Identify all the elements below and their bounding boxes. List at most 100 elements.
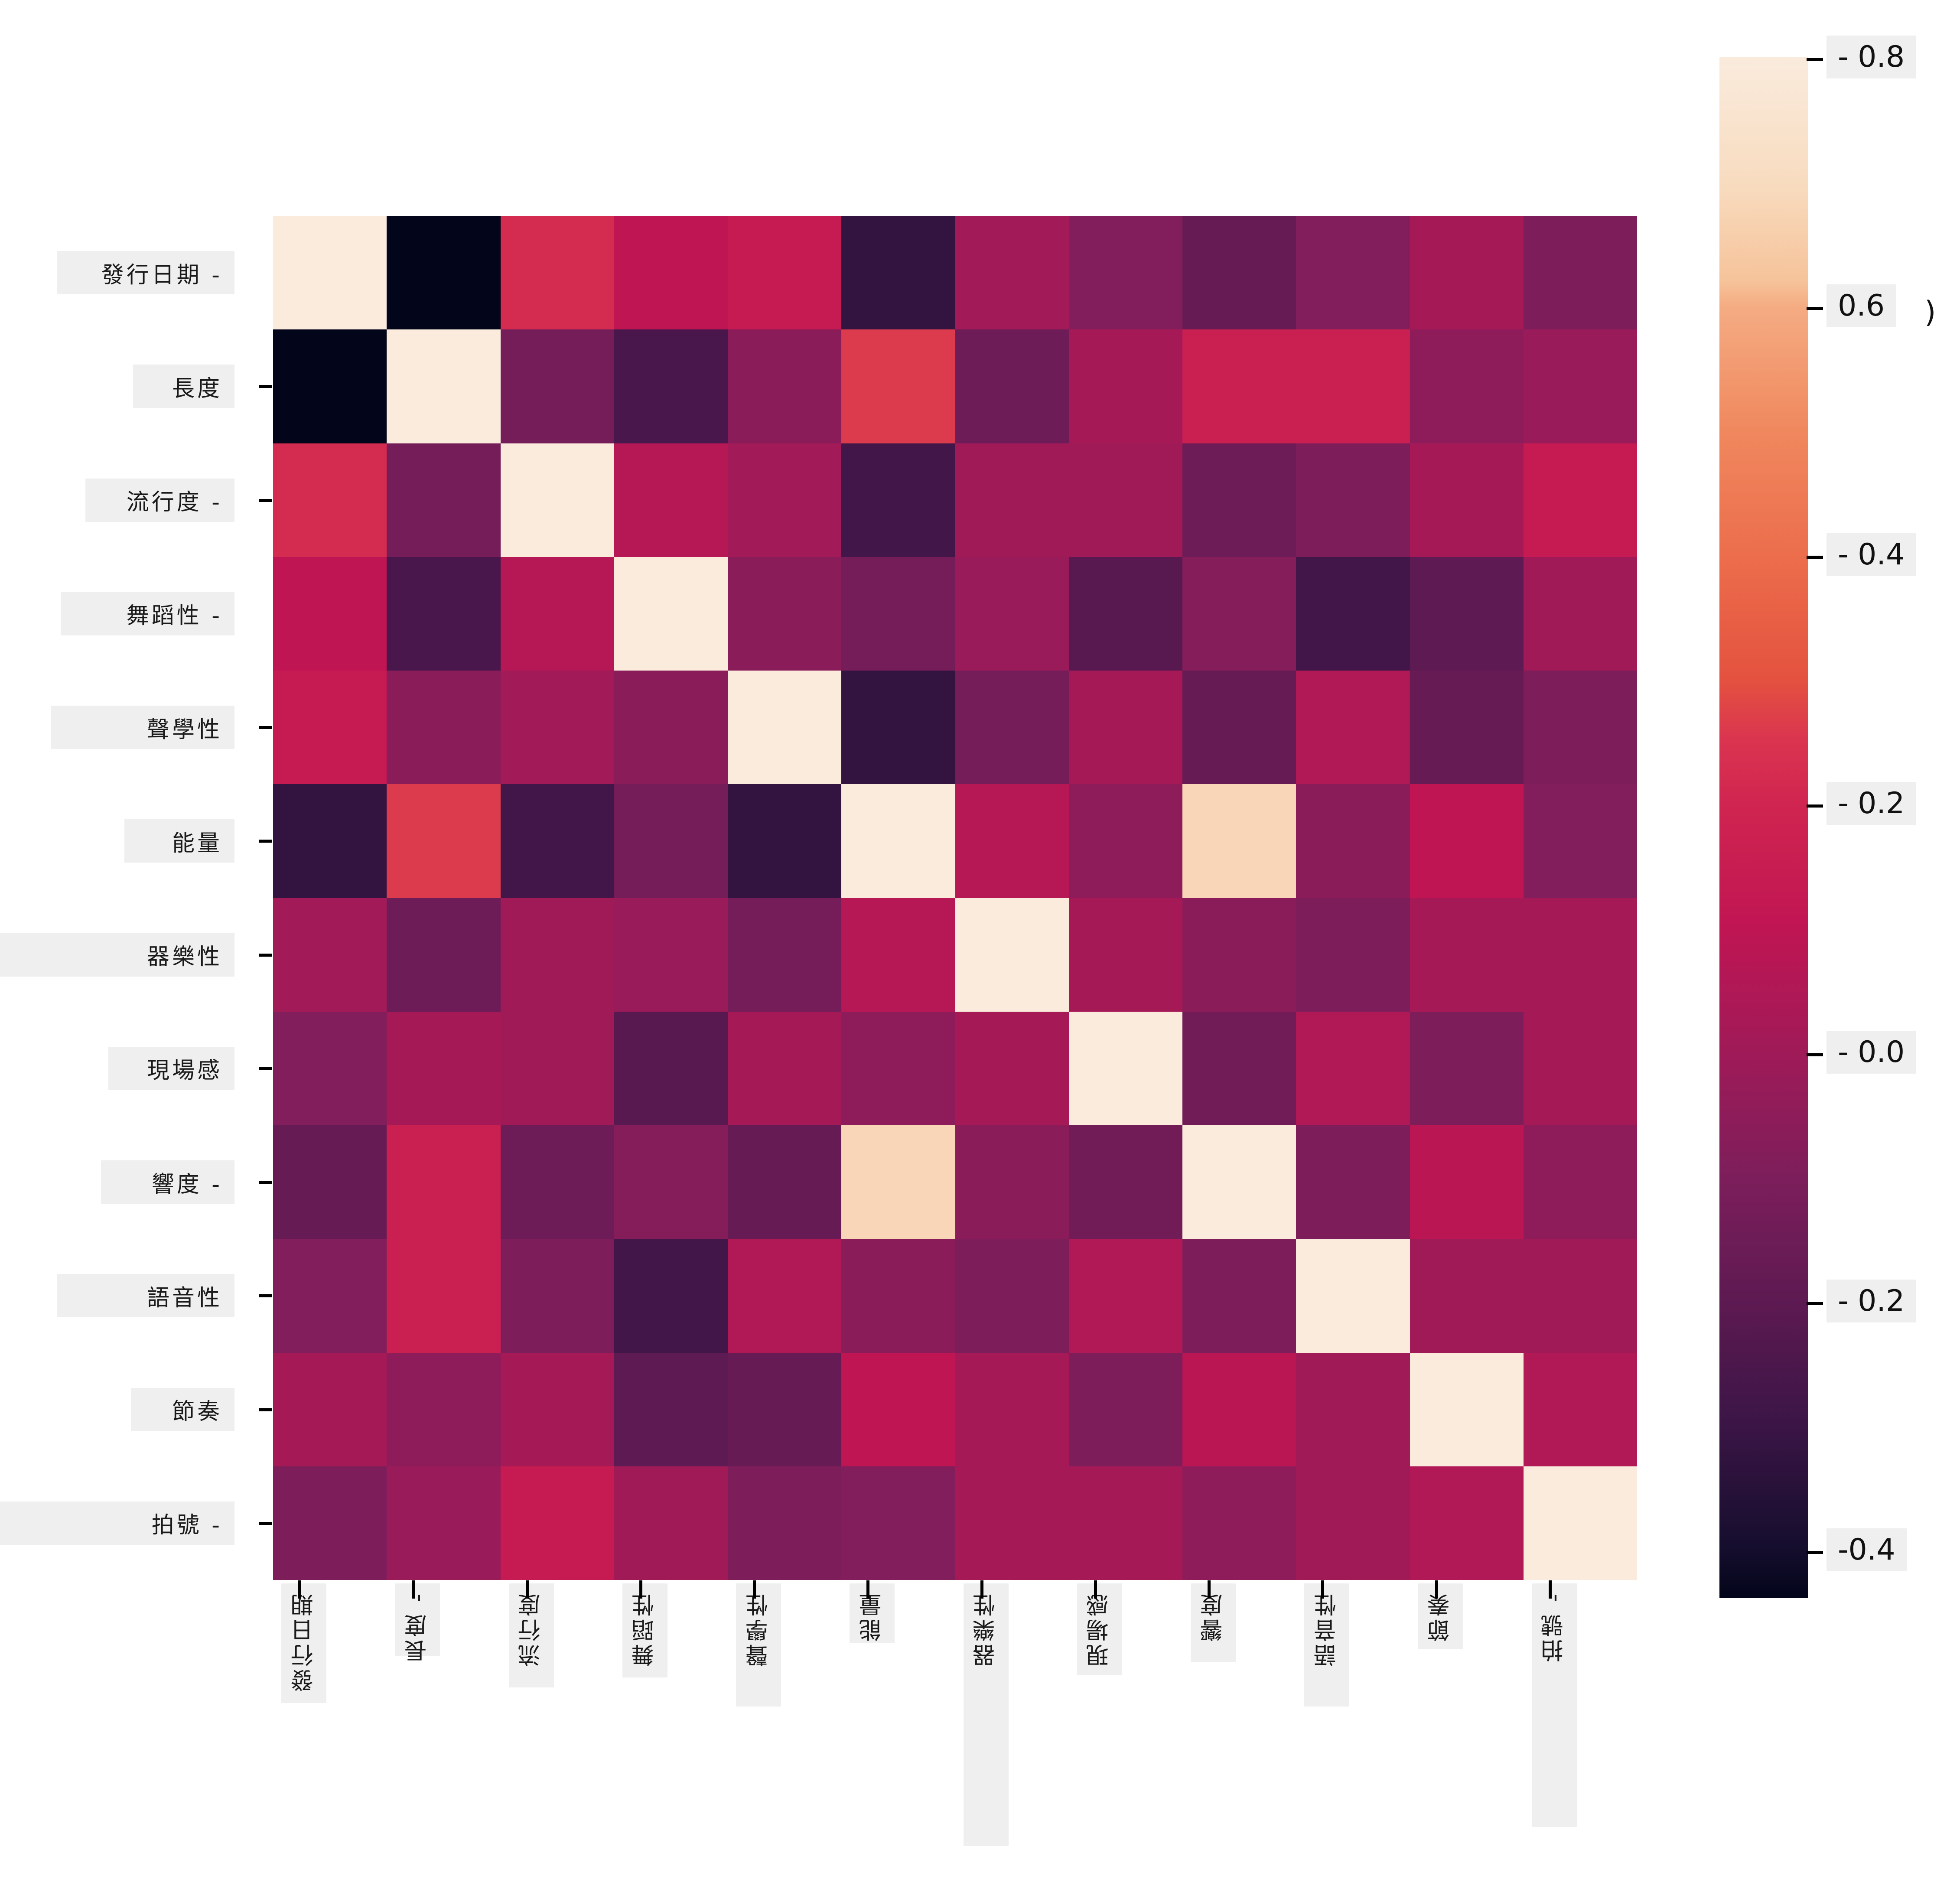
- heatmap-cell-r10c6: [955, 1352, 1069, 1466]
- y-axis-tick-mark: [259, 385, 272, 388]
- col-tick-label-text: 發行日期: [291, 1591, 317, 1692]
- row-tick-label-text: 舞蹈性 -: [126, 603, 222, 629]
- heatmap-cell-r8c3: [614, 1125, 728, 1239]
- row-tick-label-text: 器樂性: [147, 944, 222, 971]
- y-axis-tick-mark: [259, 1294, 272, 1298]
- col-tick-label: 發行日期: [281, 1583, 327, 1703]
- heatmap-cell-r11c7: [1068, 1466, 1182, 1580]
- heatmap-cell-r8c2: [500, 1125, 614, 1239]
- y-axis-tick-mark: [259, 1408, 272, 1411]
- row-tick-label-text: 響度 -: [151, 1171, 222, 1198]
- heatmap-cell-r2c0: [273, 443, 387, 557]
- heatmap-cell-r1c3: [614, 329, 728, 443]
- col-tick-label-text: 現場感: [1087, 1591, 1113, 1667]
- heatmap-cell-r10c2: [500, 1352, 614, 1466]
- heatmap-cell-r3c2: [500, 557, 614, 671]
- row-tick-label: 語音性: [57, 1274, 234, 1318]
- heatmap-cell-r11c8: [1182, 1466, 1296, 1580]
- col-tick-label: 拍號 -: [1531, 1583, 1577, 1827]
- heatmap-cell-r3c6: [955, 557, 1069, 671]
- heatmap-cell-r4c1: [387, 671, 501, 785]
- heatmap-cell-r8c9: [1296, 1125, 1410, 1239]
- heatmap-cell-r9c7: [1068, 1239, 1182, 1353]
- heatmap-cell-r8c0: [273, 1125, 387, 1239]
- heatmap-cell-r3c7: [1068, 557, 1182, 671]
- heatmap-cell-r0c7: [1068, 216, 1182, 330]
- colorbar-tick-mark: [1807, 556, 1823, 559]
- x-axis-tick-mark: [525, 1580, 529, 1599]
- heatmap-cell-r1c4: [728, 329, 842, 443]
- heatmap-cell-r5c5: [841, 784, 955, 898]
- row-tick-label: 現場感: [108, 1046, 234, 1090]
- heatmap-cell-r4c5: [841, 671, 955, 785]
- col-tick-label: 器樂性: [963, 1583, 1009, 1846]
- heatmap-cell-r11c6: [955, 1466, 1069, 1580]
- heatmap-cell-r9c4: [728, 1239, 842, 1353]
- heatmap-cell-r5c6: [955, 784, 1069, 898]
- col-tick-label: 語音性: [1304, 1583, 1350, 1707]
- col-tick-label: 能量: [850, 1583, 895, 1643]
- row-tick-label: 流行度 -: [85, 478, 234, 522]
- heatmap-cell-r2c4: [728, 443, 842, 557]
- heatmap-cell-r5c11: [1523, 784, 1637, 898]
- heatmap-cell-r2c2: [500, 443, 614, 557]
- heatmap-cell-r10c7: [1068, 1352, 1182, 1466]
- heatmap-cell-r9c0: [273, 1239, 387, 1353]
- col-tick-label: 節奏: [1418, 1583, 1463, 1649]
- heatmap-cell-r8c6: [955, 1125, 1069, 1239]
- heatmap-cell-r4c6: [955, 671, 1069, 785]
- x-axis-tick-mark: [298, 1580, 302, 1599]
- heatmap-cell-r0c3: [614, 216, 728, 330]
- heatmap-cell-r3c3: [614, 557, 728, 671]
- heatmap-cell-r0c8: [1182, 216, 1296, 330]
- heatmap-cell-r7c4: [728, 1011, 842, 1125]
- heatmap-cell-r9c6: [955, 1239, 1069, 1353]
- col-tick-label-text: 能量: [859, 1591, 886, 1641]
- col-tick-label-text: 舞蹈性: [632, 1591, 658, 1667]
- y-axis-tick-mark: [259, 1521, 272, 1525]
- heatmap-cell-r6c1: [387, 898, 501, 1012]
- x-axis-tick-mark: [980, 1580, 983, 1599]
- heatmap-cell-r4c7: [1068, 671, 1182, 785]
- row-tick-label: 拍號 -: [0, 1501, 234, 1545]
- heatmap-cell-r11c0: [273, 1466, 387, 1580]
- heatmap-cell-r9c1: [387, 1239, 501, 1353]
- colorbar-tick-label: - 0.4: [1827, 533, 1916, 576]
- heatmap-cell-r2c9: [1296, 443, 1410, 557]
- heatmap-cell-r10c0: [273, 1352, 387, 1466]
- y-axis-tick-mark: [259, 1067, 272, 1070]
- heatmap-cell-r0c0: [273, 216, 387, 330]
- heatmap-cell-r4c3: [614, 671, 728, 785]
- heatmap-cell-r6c2: [500, 898, 614, 1012]
- x-axis-tick-mark: [753, 1580, 756, 1599]
- x-axis-tick-mark: [1321, 1580, 1325, 1599]
- heatmap-cell-r4c0: [273, 671, 387, 785]
- heatmap-cell-r1c0: [273, 329, 387, 443]
- heatmap-cell-r11c3: [614, 1466, 728, 1580]
- row-tick-label: 響度 -: [101, 1160, 234, 1204]
- x-axis-tick-mark: [1094, 1580, 1097, 1599]
- colorbar-tick-mark: [1807, 1551, 1823, 1554]
- y-axis-tick-mark: [259, 726, 272, 730]
- heatmap-cell-r9c10: [1410, 1239, 1524, 1353]
- heatmap-cell-r8c5: [841, 1125, 955, 1239]
- heatmap-cell-r8c1: [387, 1125, 501, 1239]
- heatmap-cell-r2c1: [387, 443, 501, 557]
- heatmap-cell-r11c10: [1410, 1466, 1524, 1580]
- row-tick-label-text: 現場感: [147, 1058, 222, 1084]
- heatmap-grid: [273, 216, 1637, 1580]
- col-tick-label-text: 節奏: [1428, 1591, 1454, 1641]
- heatmap-cell-r11c9: [1296, 1466, 1410, 1580]
- row-tick-label-text: 拍號 -: [151, 1512, 222, 1539]
- row-tick-label-text: 能量: [172, 830, 222, 857]
- heatmap-cell-r1c11: [1523, 329, 1637, 443]
- heatmap-cell-r0c10: [1410, 216, 1524, 330]
- heatmap-cell-r8c11: [1523, 1125, 1637, 1239]
- heatmap-cell-r3c0: [273, 557, 387, 671]
- heatmap-cell-r8c4: [728, 1125, 842, 1239]
- heatmap-cell-r10c8: [1182, 1352, 1296, 1466]
- row-tick-label: 聲學性: [51, 706, 234, 749]
- heatmap-cell-r7c6: [955, 1011, 1069, 1125]
- heatmap-cell-r4c2: [500, 671, 614, 785]
